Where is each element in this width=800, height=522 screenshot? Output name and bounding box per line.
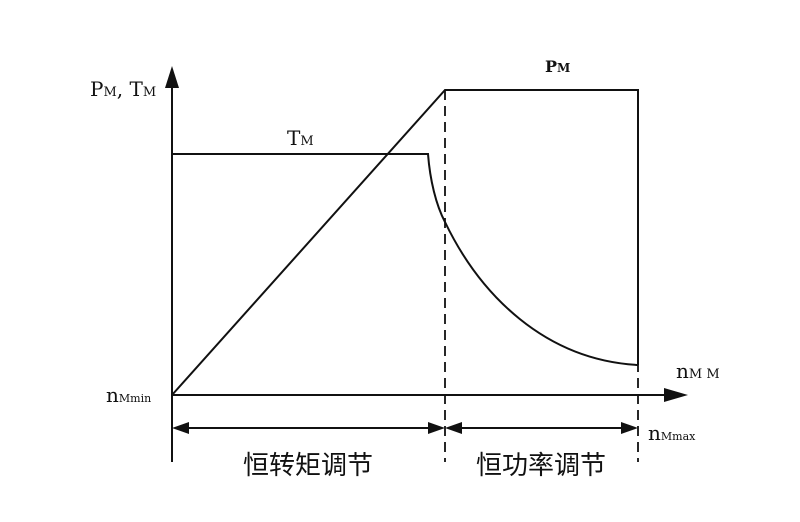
constant-torque-left-arrow-icon	[172, 422, 189, 434]
power-curve-label: PM	[545, 57, 570, 76]
max-speed-label: nMmax	[648, 421, 696, 445]
torque-curve-label: TM	[287, 126, 314, 150]
constant-power-region-label: 恒功率调节	[476, 451, 606, 481]
power-curve	[171, 89, 639, 396]
x-axis-label: nM M	[676, 359, 720, 383]
constant-power-left-arrow-icon	[445, 422, 462, 434]
constant-power-right-arrow-icon	[621, 422, 638, 434]
torque-curve	[171, 153, 639, 395]
constant-torque-right-arrow-icon	[428, 422, 445, 434]
x-axis-arrow-icon	[664, 388, 688, 402]
y-axis-arrow-icon	[165, 66, 179, 88]
y-axis-label: PM, TM	[90, 77, 156, 101]
constant-torque-region-label: 恒转矩调节	[243, 451, 373, 481]
min-speed-label: nMmin	[106, 383, 151, 407]
